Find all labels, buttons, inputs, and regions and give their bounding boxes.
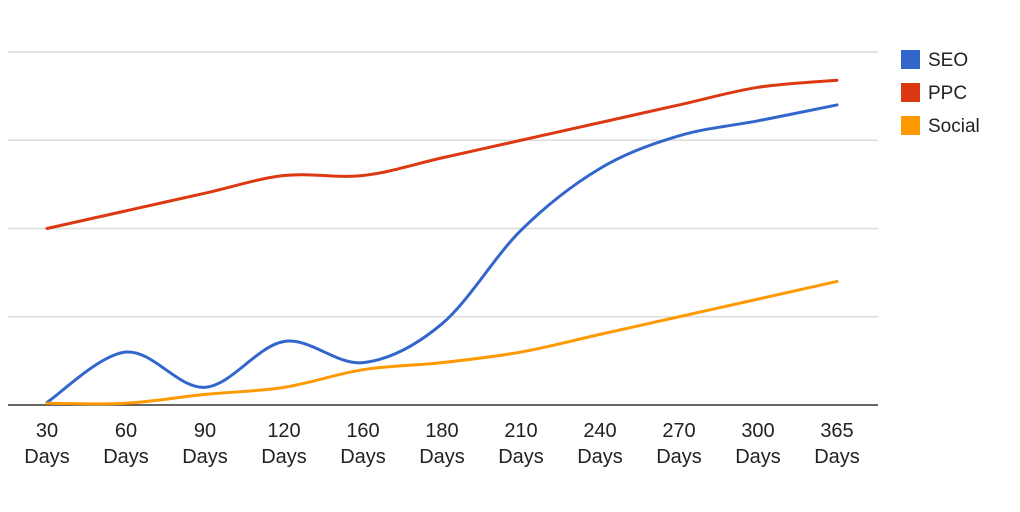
x-tick-unit: Days (340, 446, 386, 468)
x-tick-value: 270 (662, 420, 695, 442)
x-tick-label: 365 Days (814, 420, 860, 468)
series-lines (45, 78, 839, 406)
x-tick-unit: Days (814, 446, 860, 468)
x-tick-unit: Days (261, 446, 307, 468)
x-tick-unit: Days (24, 446, 70, 468)
x-tick-label: 120 Days (261, 420, 307, 468)
x-tick-value: 160 (346, 420, 379, 442)
x-tick-label: 30 Days (24, 420, 70, 468)
x-tick-unit: Days (103, 446, 149, 468)
legend-label: PPC (928, 83, 967, 104)
legend-item-ppc: PPC (901, 83, 967, 104)
legend-label: SEO (928, 50, 968, 71)
x-tick-label: 180 Days (419, 420, 465, 468)
legend-swatch (901, 50, 920, 69)
series-line-seo (45, 103, 839, 404)
x-tick-value: 180 (425, 420, 458, 442)
x-tick-value: 120 (267, 420, 300, 442)
x-tick-label: 90 Days (182, 420, 228, 468)
gridlines (8, 51, 878, 318)
series-line-social (45, 279, 839, 406)
x-tick-unit: Days (498, 446, 544, 468)
legend-swatch (901, 83, 920, 102)
legend-item-seo: SEO (901, 50, 968, 71)
x-tick-value: 60 (115, 420, 137, 442)
legend-item-social: Social (901, 116, 980, 137)
x-tick-value: 300 (741, 420, 774, 442)
x-tick-value: 30 (36, 420, 58, 442)
legend-swatch (901, 116, 920, 135)
x-tick-unit: Days (577, 446, 623, 468)
legend-label: Social (928, 116, 980, 137)
series-line-ppc (45, 78, 839, 230)
x-tick-value: 365 (820, 420, 853, 442)
x-tick-label: 300 Days (735, 420, 781, 468)
x-tick-labels: 30Days60Days90Days120Days160Days180Days2… (24, 420, 860, 468)
x-tick-value: 210 (504, 420, 537, 442)
x-tick-label: 240 Days (577, 420, 623, 468)
x-tick-label: 210 Days (498, 420, 544, 468)
x-tick-label: 60 Days (103, 420, 149, 468)
x-tick-label: 160 Days (340, 420, 386, 468)
x-tick-value: 240 (583, 420, 616, 442)
x-tick-unit: Days (735, 446, 781, 468)
legend: SEO PPC Social (901, 50, 980, 137)
x-tick-label: 270 Days (656, 420, 702, 468)
x-tick-value: 90 (194, 420, 216, 442)
x-tick-unit: Days (656, 446, 702, 468)
x-tick-unit: Days (419, 446, 465, 468)
x-tick-unit: Days (182, 446, 228, 468)
